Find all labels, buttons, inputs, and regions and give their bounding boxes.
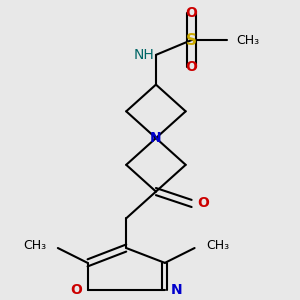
Text: O: O xyxy=(198,196,209,211)
Text: NH: NH xyxy=(134,48,154,62)
Text: O: O xyxy=(186,6,197,20)
Text: O: O xyxy=(70,283,82,297)
Text: S: S xyxy=(186,32,197,47)
Text: CH₃: CH₃ xyxy=(23,238,46,252)
Text: N: N xyxy=(171,283,183,297)
Text: O: O xyxy=(186,60,197,74)
Text: CH₃: CH₃ xyxy=(206,238,230,252)
Text: CH₃: CH₃ xyxy=(236,34,259,46)
Text: N: N xyxy=(150,131,162,145)
